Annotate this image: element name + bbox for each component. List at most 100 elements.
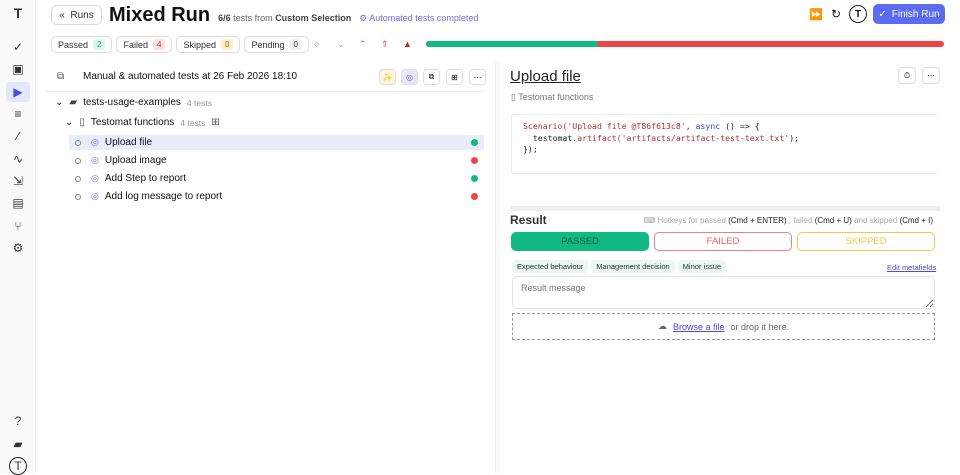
selection-name: Custom Selection — [275, 13, 352, 23]
gear-icon[interactable]: ⚙ — [12, 241, 24, 255]
automation-status[interactable]: ⚙ Automated tests completed — [359, 13, 478, 24]
cloud-upload-icon: ☁ — [657, 321, 667, 331]
hint-key: (Cmd + ENTER) — [728, 216, 787, 225]
finish-label: Finish Run — [891, 8, 940, 20]
skipped-button[interactable]: SKIPPED — [797, 232, 935, 251]
filter-passed[interactable]: Passed 2 — [51, 36, 113, 53]
tree-view-button[interactable]: ⊞ — [446, 69, 463, 85]
edit-metafields-link[interactable]: Edit metafields — [887, 263, 937, 272]
user-avatar[interactable]: T — [849, 5, 867, 23]
finish-run-button[interactable]: ✓ Finish Run — [873, 4, 945, 24]
filter-failed[interactable]: Failed 4 — [116, 36, 173, 53]
status-text: Automated tests completed — [369, 13, 479, 23]
tag-expected-behaviour[interactable]: Expected behaviour — [512, 260, 589, 273]
result-tags: Expected behaviour Management decision M… — [512, 260, 727, 273]
branch-icon[interactable]: ⑂ — [14, 219, 22, 233]
run-subtitle: 6/6 tests from Custom Selection — [218, 13, 351, 23]
test-row[interactable]: ◎ Upload file — [69, 135, 484, 150]
filter-pending[interactable]: Pending 0 — [244, 36, 309, 53]
runs-icon[interactable]: ▶ — [6, 82, 30, 102]
filter-count: 0 — [220, 39, 234, 50]
test-name: Add log message to report — [104, 191, 223, 202]
wand-icon[interactable]: ∕ — [16, 129, 19, 143]
circle-filter-icon[interactable]: ○ — [314, 39, 320, 49]
sidebar: T ✓ ▣ ▶ ≡ ∕ ∿ ⇲ ▤ ⑂ ⚙ ? ▰ T — [0, 0, 36, 475]
result-message-input[interactable] — [512, 276, 935, 309]
status-filters: Passed 2 Failed 4 Skipped 0 Pending 0 — [51, 36, 309, 53]
timer-button[interactable]: ⏱ — [898, 67, 916, 84]
hint-key: (Cmd + I) — [899, 216, 933, 225]
tag-minor-issue[interactable]: Minor issue — [677, 260, 727, 273]
automated-icon: ◎ — [91, 137, 99, 147]
filter-skipped[interactable]: Skipped 0 — [176, 36, 241, 53]
tag-management-decision[interactable]: Management decision — [591, 260, 675, 273]
chevron-down-icon: ⌄ — [65, 117, 74, 128]
double-chevron-up-icon[interactable]: ⇑ — [381, 39, 389, 49]
copy-button[interactable]: ⧉ — [423, 69, 440, 85]
filter-count: 0 — [289, 39, 302, 50]
hint-text: , failed — [788, 216, 813, 225]
code-token: () => { — [720, 121, 760, 131]
add-icon[interactable]: ⊞ — [211, 117, 220, 128]
more-button[interactable]: ⋯ — [469, 69, 486, 85]
failed-status-icon — [471, 157, 478, 164]
suite-link[interactable]: ▯ Testomat functions — [511, 92, 593, 103]
browse-file-link[interactable]: Browse a file — [672, 321, 725, 332]
test-row[interactable]: ◎ Add Step to report — [69, 171, 484, 186]
run-title: Manual & automated tests at 26 Feb 2026 … — [83, 71, 298, 82]
code-token: }); — [523, 144, 538, 154]
automation-filter-button[interactable]: ◎ — [401, 69, 418, 85]
file-icon: ▯ — [79, 117, 85, 128]
checkbox[interactable] — [75, 139, 81, 146]
suite-name: Testomat functions — [90, 117, 175, 128]
test-count: 6/6 — [218, 13, 231, 23]
checkbox[interactable] — [75, 175, 81, 182]
resize-handle[interactable] — [510, 206, 940, 211]
code-token: Scenario( — [523, 121, 568, 131]
passed-status-icon — [471, 139, 478, 146]
checkbox[interactable] — [75, 157, 81, 164]
folder-count: 4 tests — [186, 97, 212, 108]
folder-icon[interactable]: ▰ — [13, 437, 23, 451]
code-token: async — [695, 121, 721, 131]
chart-icon[interactable]: ▤ — [12, 196, 24, 210]
failed-status-icon — [471, 193, 478, 200]
result-heading: Result — [510, 213, 547, 227]
test-row[interactable]: ◎ Upload image — [69, 153, 484, 168]
logo-icon[interactable]: T — [13, 5, 23, 21]
code-token: , — [685, 121, 696, 131]
pulse-icon[interactable]: ∿ — [12, 152, 24, 166]
hint-text: and skipped — [854, 216, 898, 225]
automated-icon: ◎ — [91, 155, 99, 165]
chevrons-left-icon: « — [59, 9, 71, 21]
more-options-button[interactable]: ⋯ — [922, 67, 940, 84]
passed-button[interactable]: PASSED — [511, 232, 649, 251]
bookmark-filter-icon[interactable]: ▲ — [403, 39, 412, 49]
avatar[interactable]: T — [9, 457, 27, 475]
test-title[interactable]: Upload file — [510, 68, 581, 85]
test-row[interactable]: ◎ Add log message to report — [69, 189, 484, 204]
clipboard-icon[interactable]: ▣ — [12, 62, 24, 76]
folder-row[interactable]: ⌄ ▰ tests-usage-examples 4 tests — [55, 97, 212, 108]
list-icon[interactable]: ≡ — [14, 107, 22, 121]
failed-button[interactable]: FAILED — [654, 232, 792, 251]
suite-row[interactable]: ⌄ ▯ Testomat functions 4 tests ⊞ — [65, 117, 220, 128]
filter-label: Pending — [251, 39, 285, 50]
code-token: artifact( — [577, 132, 622, 143]
help-icon[interactable]: ? — [14, 414, 22, 428]
code-token: 'artifacts/artifact-test-text.txt' — [621, 132, 790, 143]
file-dropzone[interactable]: ☁ Browse a file or drop it here. — [512, 313, 935, 340]
history-icon[interactable]: ↻ — [831, 7, 842, 21]
fast-forward-icon[interactable]: ⏩ — [809, 9, 823, 21]
magic-button[interactable]: ✨ — [379, 69, 396, 85]
chevron-up-filter-icon[interactable]: ⌃ — [359, 39, 367, 49]
keyboard-icon: ⌨ — [643, 216, 658, 225]
chevron-down-filter-icon[interactable]: ⌄ — [337, 39, 345, 49]
hint-key: (Cmd + U) — [814, 216, 852, 225]
panel-resize-handle[interactable] — [495, 62, 500, 473]
import-icon[interactable]: ⇲ — [12, 174, 24, 188]
checkbox[interactable] — [75, 193, 81, 200]
check-icon[interactable]: ✓ — [12, 40, 24, 54]
back-to-runs-button[interactable]: « Runs — [51, 5, 102, 25]
passed-status-icon — [471, 175, 478, 182]
